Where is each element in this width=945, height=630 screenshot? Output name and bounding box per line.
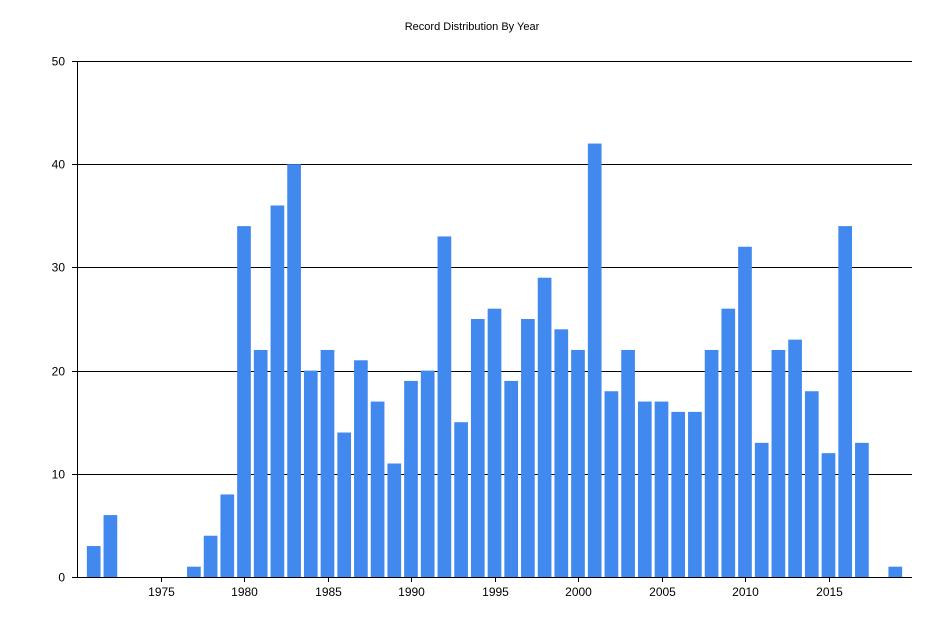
tick-labels: 0 10 20 30 40 50 1975 1980 1985 1990 1995 2000 2005 2… [52,55,844,600]
bar [621,349,635,577]
bar [788,339,802,577]
x-tick-label: 1995 [482,585,509,599]
y-tick-label: 0 [58,571,65,585]
bar [454,422,468,577]
y-tick-label: 40 [52,158,66,172]
bar [821,453,836,577]
bar [654,401,669,577]
bar [253,349,268,577]
x-tick-label: 2010 [732,585,759,599]
y-tick-label: 20 [52,365,66,379]
y-tick-label: 10 [52,468,66,482]
bar [187,566,201,577]
bar [320,349,335,577]
bar [370,401,385,577]
x-tick-label: 1985 [315,585,342,599]
bar [303,370,318,577]
bar [387,463,402,577]
bar [888,566,903,577]
bar [855,442,869,577]
bar [587,143,602,577]
bar [771,349,786,577]
x-tick-label: 2000 [565,585,592,599]
x-tick-label: 2015 [816,585,843,599]
bar [220,494,235,577]
bar [838,226,853,577]
y-tick-label: 30 [52,261,66,275]
x-tick-label: 2005 [649,585,676,599]
axes [77,61,912,578]
bar [437,236,452,577]
bar [337,432,352,577]
bar [571,349,585,577]
bar [270,205,285,578]
bar [287,164,301,577]
bar [738,246,752,577]
bar [504,380,519,577]
bar [721,308,736,577]
bars [86,143,903,578]
bar [237,226,251,577]
bar [637,401,652,577]
bar [604,391,619,577]
x-tick-label: 1975 [148,585,175,599]
bar [554,329,569,577]
bar [470,319,485,577]
bar [704,349,719,577]
bar [688,411,702,577]
bar [203,535,218,577]
bar [804,391,819,577]
y-tick-label: 50 [52,55,66,69]
x-tick-label: 1980 [231,585,258,599]
bar [521,319,535,577]
bar [354,360,368,577]
x-tick-label: 1990 [398,585,425,599]
bar [754,442,769,577]
bar [487,308,502,577]
chart-title: Record Distribution By Year [405,21,540,33]
bar [671,411,686,577]
bar [420,370,435,577]
bar [537,277,552,577]
bar [103,515,118,577]
bar [404,380,418,577]
bar [86,546,101,577]
